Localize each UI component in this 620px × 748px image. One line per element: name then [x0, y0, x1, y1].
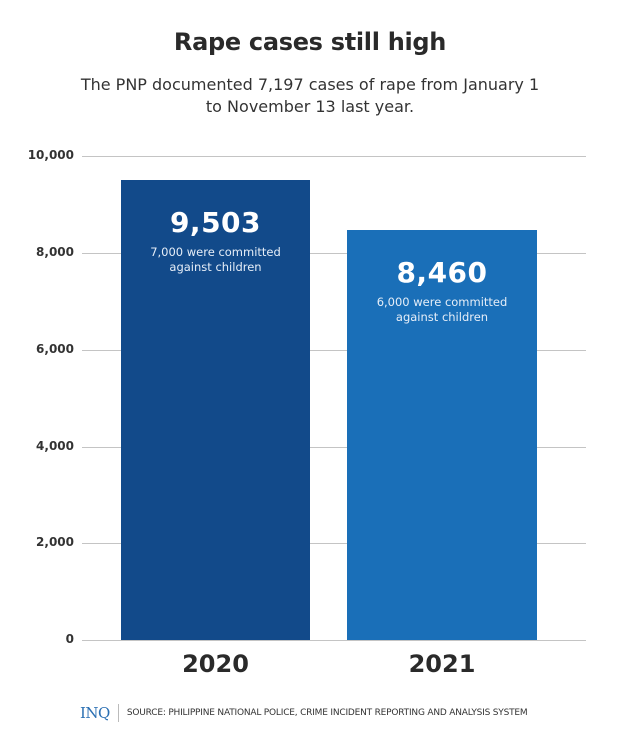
subtitle-line-1: The PNP documented 7,197 cases of rape f…	[80, 75, 540, 94]
bar-value-2021: 8,460	[396, 256, 488, 289]
gridline-0	[82, 640, 586, 641]
x-label-2020: 2020	[182, 650, 249, 678]
gridline-10000	[82, 156, 586, 157]
chart-title: Rape cases still high	[173, 28, 447, 56]
bar-note-2020: 7,000 were committed against children	[121, 245, 310, 275]
y-tick-0: 0	[65, 632, 74, 646]
bar-2020: 9,503 7,000 were committed against child…	[121, 180, 310, 640]
y-tick-8000: 8,000	[36, 245, 74, 259]
gridline-6000	[82, 350, 586, 351]
x-label-2021: 2021	[408, 650, 476, 678]
gridline-8000	[82, 253, 586, 254]
footer: INQ SOURCE: PHILIPPINE NATIONAL POLICE, …	[80, 704, 528, 722]
bar-note-line-1: 7,000 were committed	[150, 245, 281, 259]
inq-logo: INQ	[80, 704, 119, 722]
bar-2021: 8,460 6,000 were committed against child…	[347, 230, 537, 640]
y-tick-6000: 6,000	[36, 342, 74, 356]
chart-subtitle: The PNP documented 7,197 cases of rape f…	[0, 74, 620, 118]
bar-note-line-2: against children	[169, 260, 262, 274]
bar-note-line-1: 6,000 were committed	[376, 295, 508, 309]
y-tick-2000: 2,000	[36, 535, 74, 549]
y-tick-4000: 4,000	[36, 439, 74, 453]
gridline-2000	[82, 543, 586, 544]
source-note: SOURCE: PHILIPPINE NATIONAL POLICE, CRIM…	[126, 708, 528, 718]
y-tick-10000: 10,000	[27, 148, 74, 162]
bar-value-2020: 9,503	[169, 206, 262, 239]
gridline-4000	[82, 447, 586, 448]
subtitle-line-2: to November 13 last year.	[205, 97, 415, 116]
bar-note-line-2: against children	[395, 310, 489, 324]
bar-note-2021: 6,000 were committed against children	[347, 295, 537, 325]
